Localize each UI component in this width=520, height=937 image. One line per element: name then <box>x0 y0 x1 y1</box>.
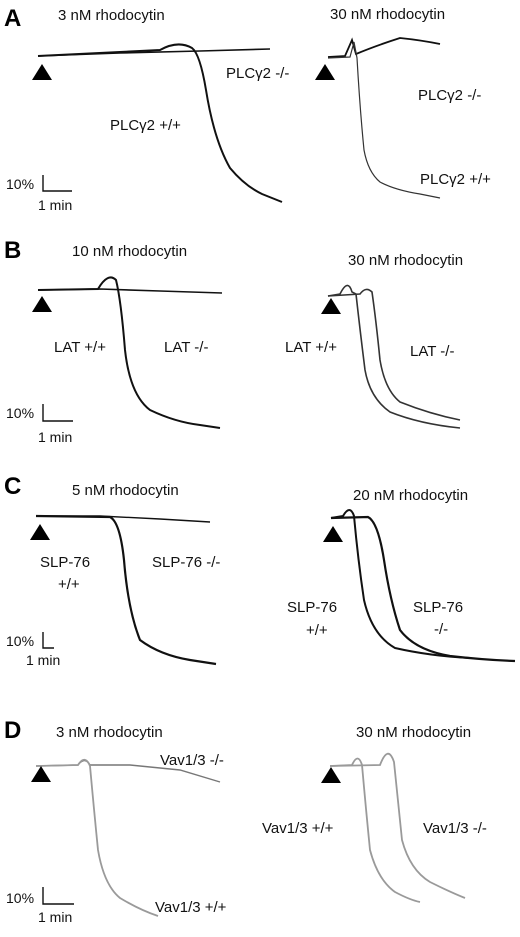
label-b-right-wt: LAT +/+ <box>285 339 337 356</box>
arrowhead-marker <box>323 526 343 542</box>
label-b-right-ko: LAT -/- <box>410 343 454 360</box>
scale-y-label: 10% <box>6 633 34 649</box>
trace-b-right-wt <box>327 284 461 429</box>
arrowhead-marker <box>315 64 335 80</box>
scale-x-label: 1 min <box>26 652 60 668</box>
trace-a-left-wt <box>37 43 283 203</box>
trace-a-right-wt <box>327 41 441 199</box>
arrowhead-marker <box>321 767 341 783</box>
scale-x-label: 1 min <box>38 429 72 445</box>
panel-letter-c: C <box>4 473 21 500</box>
panel-d: D 3 nM rhodocytin 30 nM rhodocytin Vav1/… <box>4 717 487 925</box>
panel-letter-d: D <box>4 717 21 744</box>
label-c-right-ko-line2: -/- <box>434 621 448 638</box>
panel-a-left-title: 3 nM rhodocytin <box>58 7 165 24</box>
scale-y-label: 10% <box>6 890 34 906</box>
panel-letter-a: A <box>4 5 21 32</box>
label-a-left-ko: PLCγ2 -/- <box>226 65 289 82</box>
scale-y-label: 10% <box>6 176 34 192</box>
arrowhead-marker <box>321 298 341 314</box>
trace-d-right-ko <box>329 752 466 899</box>
panel-b-left-title: 10 nM rhodocytin <box>72 243 187 260</box>
trace-d-left-wt <box>35 758 159 917</box>
label-c-right-wt-line1: SLP-76 <box>287 599 337 616</box>
trace-c-left-wt <box>35 514 217 666</box>
panel-d-right-title: 30 nM rhodocytin <box>356 724 471 741</box>
label-d-right-wt: Vav1/3 +/+ <box>262 820 334 837</box>
trace-a-right-ko <box>327 37 441 58</box>
label-d-left-wt: Vav1/3 +/+ <box>155 899 227 916</box>
trace-b-right-ko <box>327 288 461 421</box>
label-c-right-ko-line1: SLP-76 <box>413 599 463 616</box>
trace-c-right-wt <box>330 509 471 659</box>
trace-d-right-wt <box>329 757 421 903</box>
scale-x-label: 1 min <box>38 197 72 213</box>
label-c-left-ko: SLP-76 -/- <box>152 554 220 571</box>
arrowhead-marker <box>32 296 52 312</box>
label-d-left-ko: Vav1/3 -/- <box>160 752 224 769</box>
panel-b-right-title: 30 nM rhodocytin <box>348 252 463 269</box>
panel-a-right-title: 30 nM rhodocytin <box>330 6 445 23</box>
label-a-right-wt: PLCγ2 +/+ <box>420 171 491 188</box>
label-d-right-ko: Vav1/3 -/- <box>423 820 487 837</box>
label-a-left-wt: PLCγ2 +/+ <box>110 117 181 134</box>
panel-a: A 3 nM rhodocytin 30 nM rhodocytin PLCγ2… <box>4 5 491 213</box>
label-b-left-wt: LAT +/+ <box>54 339 106 356</box>
panel-c-left-title: 5 nM rhodocytin <box>72 482 179 499</box>
panel-b: B 10 nM rhodocytin 30 nM rhodocytin LAT … <box>4 237 463 445</box>
trace-c-right-ko <box>330 515 516 663</box>
label-c-left-wt-line1: SLP-76 <box>40 554 90 571</box>
scale-y-label: 10% <box>6 405 34 421</box>
scale-bar-a: 10% 1 min <box>6 175 72 213</box>
arrowhead-marker <box>31 766 51 782</box>
panel-letter-b: B <box>4 237 21 264</box>
panel-c-right-title: 20 nM rhodocytin <box>353 487 468 504</box>
label-b-left-ko: LAT -/- <box>164 339 208 356</box>
label-c-left-wt-line2: +/+ <box>58 576 80 593</box>
scale-bar-b: 10% 1 min <box>6 404 73 445</box>
arrowhead-marker <box>30 524 50 540</box>
label-c-right-wt-line2: +/+ <box>306 622 328 639</box>
trace-b-left-wt <box>37 276 221 429</box>
scale-bar-c: 10% 1 min <box>6 632 60 668</box>
label-a-right-ko: PLCγ2 -/- <box>418 87 481 104</box>
scale-bar-d: 10% 1 min <box>6 887 74 925</box>
panel-c: C 5 nM rhodocytin 20 nM rhodocytin SLP-7… <box>4 473 516 668</box>
scale-x-label: 1 min <box>38 909 72 925</box>
panel-d-left-title: 3 nM rhodocytin <box>56 724 163 741</box>
arrowhead-marker <box>32 64 52 80</box>
